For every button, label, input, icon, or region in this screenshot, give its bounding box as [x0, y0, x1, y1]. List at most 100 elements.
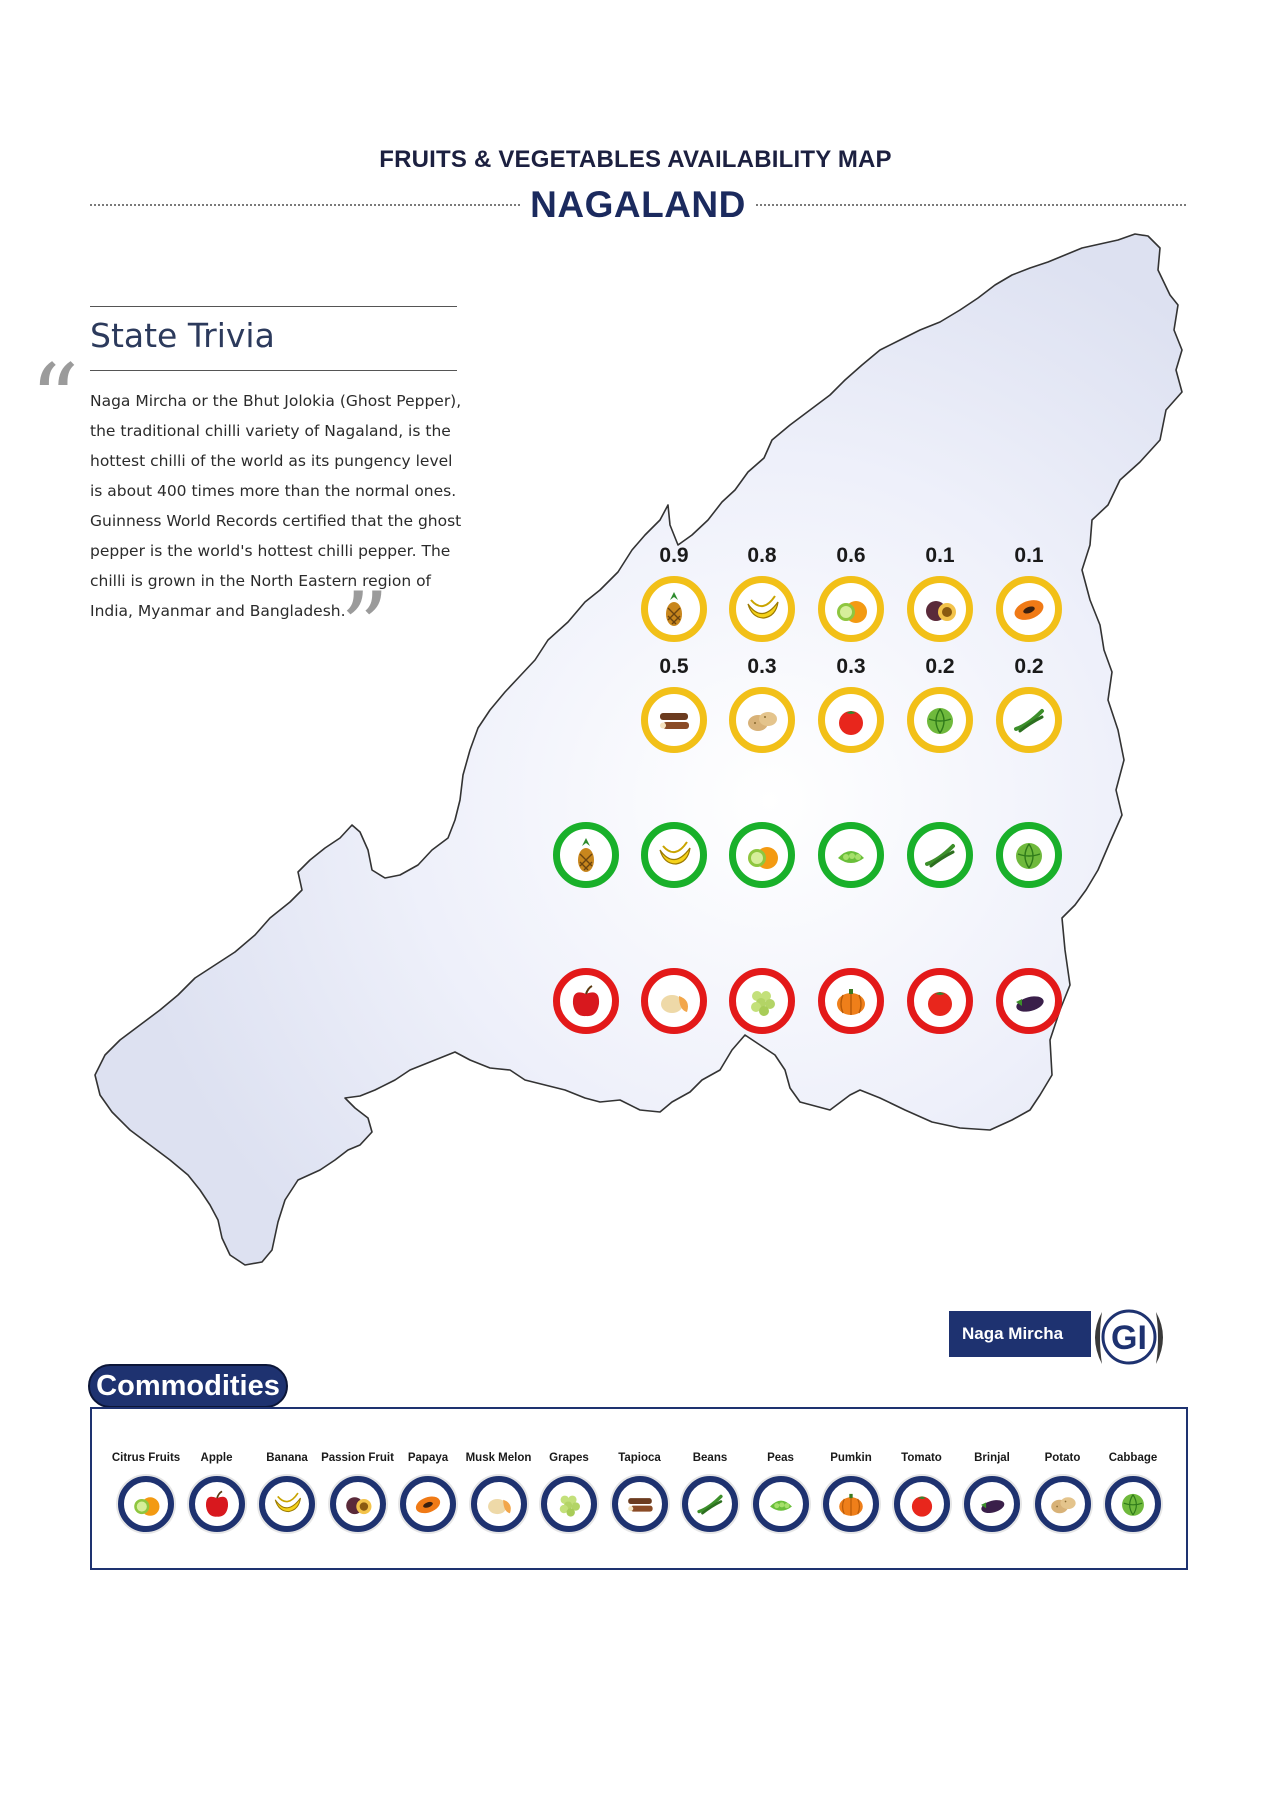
state-title-row: NAGALAND	[90, 183, 1187, 227]
legend-item: Brinjal	[952, 1452, 1032, 1532]
legend-coin	[682, 1476, 738, 1532]
legend-coin	[1105, 1476, 1161, 1532]
cabbage-icon	[927, 708, 953, 734]
availability-value: 0.2	[1014, 655, 1044, 678]
tapioca-icon	[660, 713, 689, 729]
legend-label: Banana	[266, 1452, 308, 1464]
map-commodity-coin	[818, 968, 884, 1034]
map-commodity-coin	[907, 968, 973, 1034]
trivia-line: chilli is grown in the North Eastern reg…	[90, 572, 432, 590]
legend-item: Apple	[177, 1452, 257, 1532]
trivia-rule-top	[90, 306, 457, 307]
nagaland-map	[94, 233, 1183, 1266]
legend-label: Beans	[692, 1452, 728, 1464]
map-commodity-coin	[553, 968, 619, 1034]
legend-coin	[470, 1476, 527, 1532]
availability-value: 0.3	[747, 655, 777, 678]
map-commodity-coin	[907, 576, 973, 642]
passion-fruit-icon	[926, 601, 956, 621]
availability-value: 0.9	[659, 544, 689, 567]
legend-item: Grapes	[529, 1452, 609, 1532]
pumkin-icon	[839, 1493, 863, 1516]
legend-coin	[118, 1476, 174, 1532]
potato-icon	[1050, 1497, 1076, 1514]
availability-value: 0.6	[836, 544, 866, 567]
papaya-icon	[415, 1496, 441, 1514]
legend-label: Apple	[200, 1452, 233, 1464]
tapioca-icon	[627, 1498, 653, 1512]
tomato-icon	[839, 711, 863, 735]
availability-value: 0.5	[659, 655, 689, 678]
beans-icon	[697, 1494, 723, 1515]
map-commodity-coin	[729, 576, 795, 642]
legend-coin	[541, 1476, 597, 1532]
legend-label: Cabbage	[1108, 1452, 1158, 1464]
musk-melon-icon	[661, 995, 688, 1013]
trivia-line: Naga Mircha or the Bhut Jolokia (Ghost P…	[90, 392, 462, 410]
legend-label: Potato	[1044, 1452, 1081, 1464]
legend-item: Passion Fruit	[318, 1452, 398, 1532]
map-commodity-coin	[818, 822, 884, 888]
trivia-line: pepper is the world's hottest chilli pep…	[90, 542, 451, 560]
banana-icon	[274, 1492, 301, 1513]
gi-logo-icon: GI	[1095, 1309, 1163, 1365]
legend-label: Citrus Fruits	[111, 1452, 181, 1464]
beans-icon	[1014, 709, 1044, 733]
legend-item: Peas	[741, 1452, 821, 1532]
availability-value: 0.3	[836, 655, 866, 678]
trivia-line: India, Myanmar and Bangladesh.	[90, 602, 346, 620]
legend-item: Tapioca	[600, 1452, 680, 1532]
legend-label: Papaya	[407, 1452, 449, 1464]
map-commodity-coin	[641, 968, 707, 1034]
tomato-icon	[928, 992, 952, 1016]
peas-icon	[838, 851, 864, 863]
trivia-heading: State Trivia	[90, 316, 275, 355]
availability-value: 0.1	[925, 544, 955, 567]
pumkin-icon	[837, 989, 865, 1015]
cabbage-icon	[1016, 843, 1042, 869]
grapes-icon	[559, 1495, 580, 1517]
map-commodity-coin	[996, 687, 1062, 753]
legend-label: Pumkin	[830, 1452, 872, 1464]
dotted-divider-right	[755, 204, 1187, 206]
beans-icon	[925, 844, 955, 868]
map-commodity-coin	[996, 968, 1062, 1034]
map-commodity-coin	[818, 687, 884, 753]
map-commodity-coin	[907, 687, 973, 753]
grapes-icon	[751, 991, 775, 1016]
apple-icon	[205, 1490, 228, 1517]
legend-item: Cabbage	[1093, 1452, 1173, 1532]
close-quote-icon: ”	[340, 572, 390, 684]
legend-coin	[964, 1476, 1020, 1532]
map-commodity-coin	[641, 822, 707, 888]
legend-coin	[259, 1476, 315, 1532]
musk-melon-icon	[487, 1498, 511, 1515]
legend-label: Passion Fruit	[321, 1452, 394, 1464]
legend-item: Musk Melon	[459, 1452, 539, 1532]
legend-label: Peas	[767, 1452, 794, 1464]
state-name: NAGALAND	[530, 184, 746, 225]
availability-value: 0.2	[925, 655, 955, 678]
banana-icon	[747, 595, 779, 619]
gi-tag-label: Naga Mircha	[949, 1311, 1091, 1357]
legend-item: Tomato	[882, 1452, 962, 1532]
papaya-icon	[1014, 600, 1044, 620]
legend-coin	[823, 1476, 879, 1532]
map-commodity-coin	[729, 968, 795, 1034]
legend-item: Papaya	[388, 1452, 468, 1532]
pineapple-icon	[666, 592, 682, 626]
map-commodity-coin	[641, 687, 707, 753]
legend-label: Musk Melon	[465, 1452, 532, 1464]
legend-item: Citrus Fruits	[106, 1452, 186, 1532]
map-commodity-coin	[818, 576, 884, 642]
legend-item: Pumkin	[811, 1452, 891, 1532]
map-commodity-coin	[996, 822, 1062, 888]
citrus-fruits-icon	[748, 847, 778, 869]
map-commodity-coin	[729, 687, 795, 753]
trivia-line: is about 400 times more than the normal …	[90, 482, 457, 500]
legend-coin	[611, 1476, 668, 1532]
cabbage-icon	[1122, 1493, 1144, 1516]
trivia-line: the traditional chilli variety of Nagala…	[90, 422, 451, 440]
brinjal-icon	[981, 1500, 1005, 1513]
open-quote-icon: “	[30, 344, 80, 456]
